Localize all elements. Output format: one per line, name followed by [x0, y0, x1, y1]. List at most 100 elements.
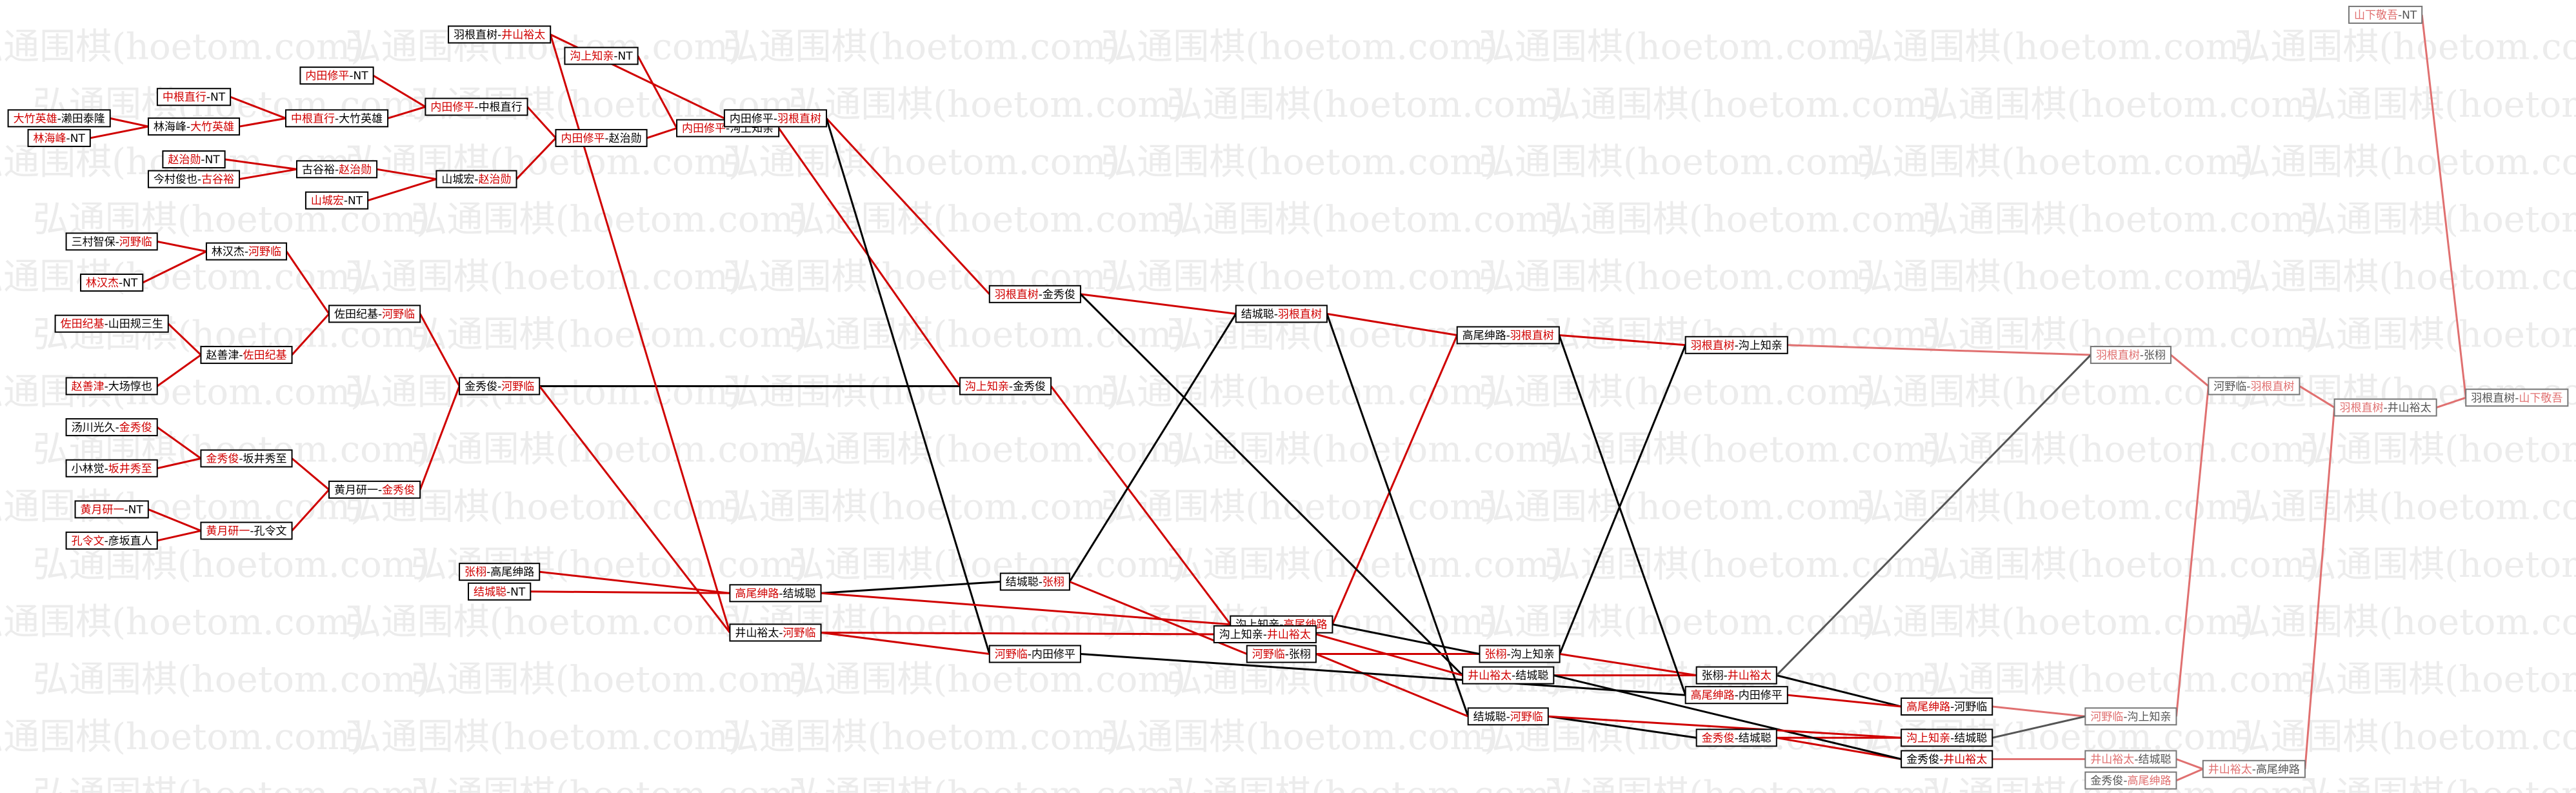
player-b: NT — [123, 277, 138, 290]
match-box — [65, 459, 158, 477]
match-node: 金秀俊-结城聪 — [1695, 728, 1777, 747]
match-node: 黄月研一-孔令文 — [200, 521, 293, 540]
watermark: 弘通围棋(hoetom.com) — [2300, 429, 2576, 471]
player-b: 山下敬吾 — [2519, 392, 2562, 405]
bracket-line — [156, 426, 202, 459]
match-box — [2084, 750, 2177, 768]
watermark: 弘通围棋(hoetom.com) — [1101, 487, 1498, 528]
separator: - — [378, 484, 382, 497]
watermark: 弘通围棋(hoetom.com) — [1166, 429, 1564, 471]
separator: - — [1039, 576, 1043, 588]
bracket-line — [821, 580, 1001, 594]
bracket-line — [291, 313, 330, 356]
match-box — [305, 191, 369, 210]
separator: - — [2123, 710, 2127, 723]
watermark: 弘通围棋(hoetom.com) — [2234, 716, 2576, 758]
player-b: 金秀俊 — [382, 484, 415, 497]
bracket-line — [1775, 354, 2092, 676]
match-node: 结城聪-张栩 — [999, 572, 1070, 591]
watermark: 弘通围棋(hoetom.com) — [2234, 141, 2576, 183]
match-label: 井山裕太-高尾绅路 — [2208, 763, 2300, 776]
player-a: 张栩 — [464, 566, 486, 579]
player-b: 羽根直树 — [2250, 380, 2294, 393]
watermark: 弘通围棋(hoetom.com) — [788, 429, 1186, 471]
bracket-line — [90, 125, 149, 139]
match-node: 汤川光久-金秀俊 — [65, 418, 158, 437]
match-box — [2084, 707, 2177, 726]
match-node: 林汉杰-NT — [80, 274, 144, 292]
player-a: 林海峰 — [34, 132, 66, 145]
player-b: 河野临 — [1954, 701, 1987, 714]
bracket-line — [148, 508, 201, 532]
match-node: 结城聪-NT — [468, 582, 532, 601]
player-b: 赵治勋 — [479, 174, 512, 186]
player-b: 内田修平 — [1032, 648, 1075, 661]
match-node: 今村俊也-古谷裕 — [147, 170, 241, 188]
match-node: 大竹英雄-濑田泰隆 — [7, 109, 111, 128]
separator: - — [1939, 754, 1943, 767]
match-node: 内田修平-赵治勋 — [555, 128, 648, 147]
bracket-line — [2421, 14, 2467, 398]
match-box — [2202, 759, 2306, 778]
match-node: 井山裕太-高尾绅路 — [2202, 759, 2306, 778]
separator: - — [201, 154, 205, 166]
player-b: 井山裕太 — [1728, 670, 1772, 683]
separator: - — [1512, 670, 1515, 683]
player-b: NT — [70, 132, 86, 145]
match-label: 林海峰-大竹英雄 — [154, 121, 234, 134]
match-box — [7, 109, 111, 128]
bracket-line — [539, 570, 730, 594]
player-b: 井山裕太 — [1267, 628, 1311, 641]
match-label: 汤川光久-金秀俊 — [72, 421, 152, 434]
match-label: 金秀俊-结城聪 — [1702, 732, 1772, 745]
watermark: 弘通围棋(hoetom.com) — [723, 371, 1120, 413]
player-b: NT — [510, 586, 526, 599]
separator: - — [125, 503, 128, 516]
player-b: 井山裕太 — [501, 28, 545, 41]
match-box — [1684, 336, 1788, 354]
player-a: 沟上知亲 — [965, 380, 1009, 393]
match-label: 河野临-张栩 — [1252, 648, 1311, 661]
watermark: 弘通围棋(hoetom.com) — [788, 774, 1186, 793]
player-b: 河野临 — [119, 236, 152, 248]
bracket-line — [291, 488, 330, 532]
bracket-line — [1787, 344, 2091, 356]
bracket-line — [2304, 407, 2336, 769]
bracket-line — [1559, 345, 1687, 655]
separator: - — [197, 174, 201, 186]
player-a: 古谷裕 — [302, 163, 335, 176]
match-label: 结城聪-NT — [474, 586, 526, 599]
bracket-line — [1787, 694, 1902, 708]
player-a: 羽根直树 — [2471, 392, 2515, 405]
match-node: 沟上知亲-结城聪 — [1901, 728, 1993, 747]
match-box — [200, 346, 293, 365]
watermark: 弘通围棋(hoetom.com) — [1922, 544, 2319, 586]
match-label: 大竹英雄-濑田泰隆 — [14, 112, 105, 125]
match-label: 古谷裕-赵治勋 — [302, 163, 372, 176]
match-label: 高尾绅路-内田修平 — [1691, 689, 1782, 702]
match-box — [448, 25, 552, 44]
match-box — [1467, 707, 1549, 726]
separator: - — [115, 236, 119, 248]
separator: - — [105, 535, 108, 548]
match-node: 沟上知亲-NT — [564, 46, 639, 65]
player-b: NT — [618, 50, 634, 63]
match-node: 结城聪-羽根直树 — [1235, 305, 1328, 323]
bracket-line — [530, 590, 730, 594]
player-b: 彦坂直人 — [108, 535, 152, 548]
match-node: 赵善津-佐田纪基 — [200, 346, 293, 365]
match-node: 金秀俊-坂井秀至 — [200, 449, 293, 468]
separator: - — [779, 627, 783, 639]
separator: - — [1506, 710, 1510, 723]
bracket-line — [376, 168, 437, 181]
separator: - — [2123, 775, 2127, 788]
separator: - — [1506, 648, 1510, 661]
match-node: 金秀俊-高尾绅路 — [2084, 771, 2177, 790]
separator: - — [2246, 380, 2250, 393]
watermark: 弘通围棋(hoetom.com) — [1479, 256, 1876, 298]
watermark: 弘通围棋(hoetom.com) — [788, 314, 1186, 356]
player-a: 金秀俊 — [2090, 775, 2123, 788]
match-box — [988, 285, 1081, 303]
separator: - — [506, 586, 510, 599]
